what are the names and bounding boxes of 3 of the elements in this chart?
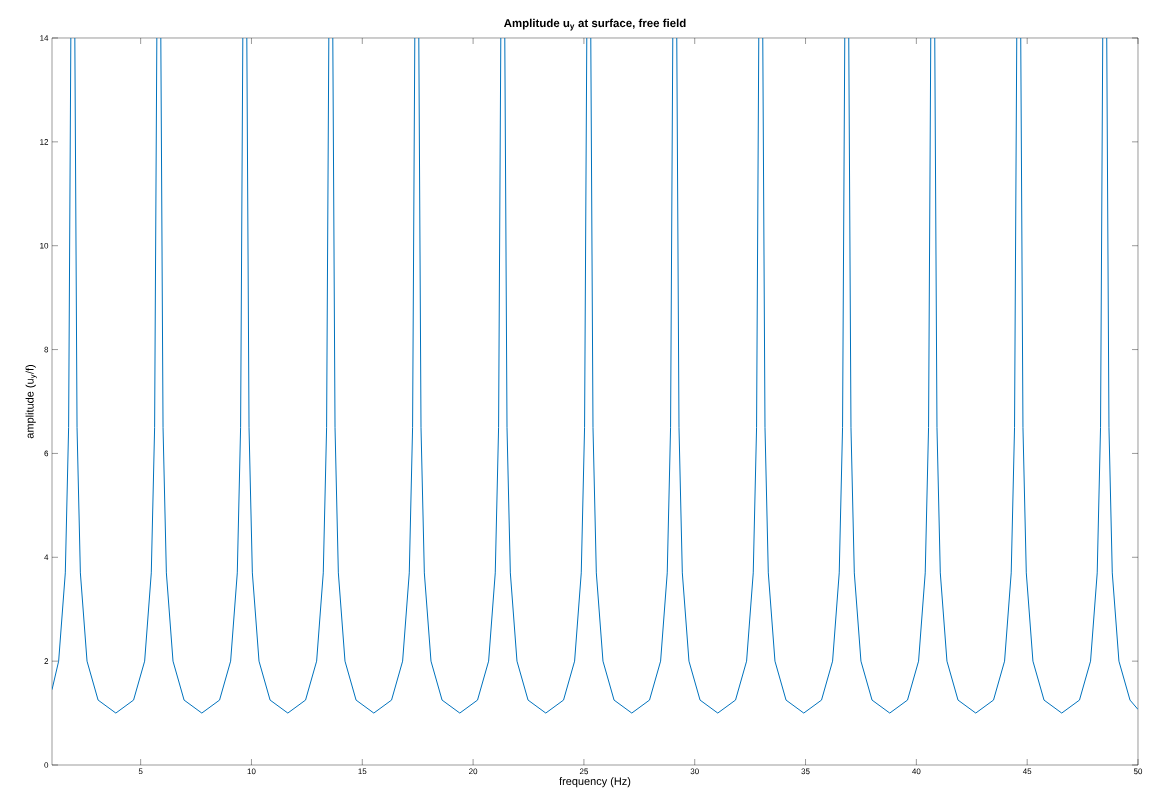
y-axis-title: amplitude (u$_{y}$/f) xyxy=(25,364,37,439)
chart-title: Amplitude u$_{y}$ at surface, free field xyxy=(503,18,686,31)
x-axis-title: frequency (Hz) xyxy=(559,777,631,788)
